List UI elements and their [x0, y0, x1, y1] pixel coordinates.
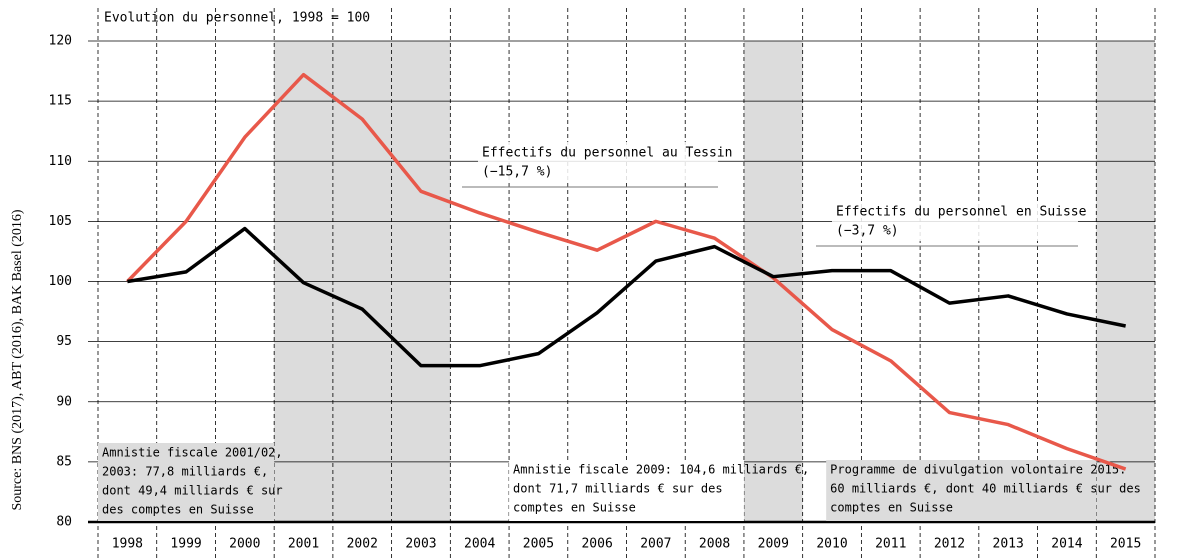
- x-tick-label: 2002: [347, 537, 378, 552]
- label-bg: [832, 201, 1078, 241]
- x-tick-label: 2012: [934, 537, 965, 552]
- series-line: [126, 72, 1127, 471]
- x-tick-label: 2007: [640, 537, 671, 552]
- chart-title: Evolution du personnel, 1998 = 100: [104, 11, 370, 26]
- y-tick-label: 110: [49, 154, 72, 169]
- y-tick-label: 105: [49, 214, 72, 229]
- annotation-text: Programme de divulgation volontaire 2015…: [830, 463, 1126, 477]
- series-label: Effectifs du personnel en Suisse: [836, 205, 1087, 220]
- annotation-box: [826, 460, 1097, 521]
- series-label: (−15,7 %): [482, 165, 552, 180]
- x-tick-label: 1998: [112, 537, 143, 552]
- series-line: [127, 226, 1126, 368]
- x-tick-label: 2000: [229, 537, 260, 552]
- annotation-text: Amnistie fiscale 2009: 104,6 milliards €…: [513, 463, 809, 477]
- label-bg: [478, 142, 718, 182]
- annotation-text: Amnistie fiscale 2001/02,: [102, 446, 283, 460]
- x-tick-label: 2015: [1110, 537, 1141, 552]
- x-tick-label: 2001: [288, 537, 319, 552]
- annotation-text: des comptes en Suisse: [102, 503, 254, 517]
- x-tick-label: 2010: [816, 537, 847, 552]
- x-tick-label: 2008: [699, 537, 730, 552]
- series-label: (−3,7 %): [836, 224, 899, 239]
- x-tick-label: 2004: [464, 537, 495, 552]
- series-label: Effectifs du personnel au Tessin: [482, 146, 732, 161]
- x-tick-label: 2006: [581, 537, 612, 552]
- annotation-text: dont 49,4 milliards € sur: [102, 484, 283, 498]
- x-tick-label: 2005: [523, 537, 554, 552]
- x-tick-label: 2011: [875, 537, 906, 552]
- y-tick-label: 100: [49, 274, 72, 289]
- y-tick-label: 90: [56, 394, 72, 409]
- x-tick-label: 2009: [758, 537, 789, 552]
- annotation-box: [509, 460, 744, 521]
- source: Source: BNS (2017), ABT (2016), BAK Base…: [10, 209, 25, 510]
- annotation-box: [98, 443, 275, 521]
- annotation-text: dont 71,7 milliards € sur des: [513, 482, 723, 496]
- y-tick-label: 80: [56, 515, 72, 530]
- annotation-text: comptes en Suisse: [830, 501, 953, 515]
- annotation-text: 60 milliards €, dont 40 milliards € sur …: [830, 482, 1141, 496]
- x-tick-label: 2003: [405, 537, 436, 552]
- y-tick-label: 85: [56, 454, 72, 469]
- x-tick-label: 1999: [170, 537, 201, 552]
- annotation-text: comptes en Suisse: [513, 501, 636, 515]
- y-tick-label: 120: [49, 34, 72, 49]
- y-tick-label: 95: [56, 334, 72, 349]
- x-tick-label: 2013: [993, 537, 1024, 552]
- y-tick-label: 115: [49, 94, 72, 109]
- x-tick-label: 2014: [1051, 537, 1082, 552]
- annotation-text: 2003: 77,8 milliards €,: [102, 465, 268, 479]
